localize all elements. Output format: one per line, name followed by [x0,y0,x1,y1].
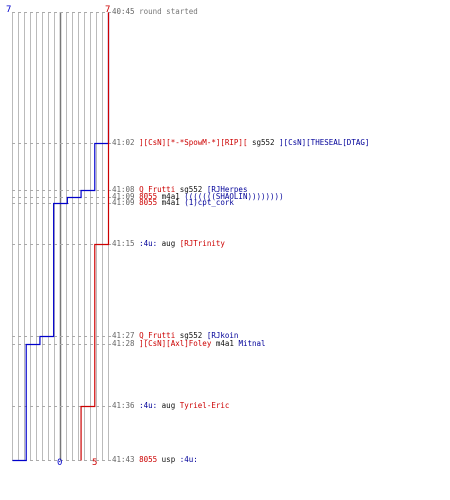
event-weapon: aug [157,401,180,410]
event-player: :4u: [139,239,158,248]
event-player: 8055 [139,198,158,207]
event-weapon: sg552 [175,185,207,194]
event-weapon: m4a1 [157,198,185,207]
event-player: ][CsN][*-*SpowM-*][RIP][ [139,138,248,147]
event-weapon: aug [157,239,180,248]
event-player: Q_Frutti [139,185,176,194]
blue-start-score: 7 [6,5,12,15]
blue-end-score: 0 [57,458,63,468]
event-row: 41:15 :4u: aug [RJTrinity [112,239,225,249]
event-time: 41:43 [112,455,140,464]
event-time: 40:45 [112,7,140,16]
event-time: 41:02 [112,138,140,147]
event-player: (((((((SHAOLIN)))))))) [184,192,284,201]
red-team-score-line [80,12,110,461]
event-player: 8055 [139,192,158,201]
red-start-score: 7 [105,5,111,15]
grid-lines [12,12,109,460]
event-weapon: usp [157,455,180,464]
event-player: (1)cpt_cork [184,198,234,207]
event-player: [RJHerpes [206,185,248,194]
event-row: 41:43 8055 usp :4u: [112,455,198,465]
event-time: 41:36 [112,401,140,410]
event-player: :4u: [139,401,158,410]
event-player: [RJkoin [206,331,239,340]
event-player: Mitnal [238,339,266,348]
event-weapon: sg552 [247,138,280,147]
event-player: Tyriel-Eric [179,401,230,410]
blue-team-score-line [12,12,110,462]
event-row: 41:28 ][CsN][Axl]Foley m4a1 Mitnal [112,339,266,349]
event-time: 41:15 [112,239,140,248]
event-player: 8055 [139,455,158,464]
event-player: round started [139,7,198,16]
event-time: 41:08 [112,185,140,194]
event-player: ][CsN][THESEAL[DTAG] [279,138,370,147]
event-row: 41:09 8055 m4a1 (1)cpt_cork [112,198,234,208]
event-row: 41:36 :4u: aug Tyriel-Eric [112,401,229,411]
event-row: 41:09 8055 m4a1 (((((((SHAOLIN)))))))) [112,192,284,202]
event-player: :4u: [179,455,198,464]
event-time: 41:27 [112,331,140,340]
event-weapon: m4a1 [157,192,185,201]
event-row: 41:08 Q_Frutti sg552 [RJHerpes [112,185,247,195]
event-row: 41:27 Q_Frutti sg552 [RJkoin [112,331,238,341]
event-time: 41:28 [112,339,140,348]
event-weapon: sg552 [175,331,207,340]
event-player: [RJTrinity [179,239,225,248]
event-weapon: m4a1 [211,339,239,348]
event-row: 41:02 ][CsN][*-*SpowM-*][RIP][ sg552 ][C… [112,138,369,148]
event-time: 41:09 [112,198,140,207]
event-time: 41:09 [112,192,140,201]
red-end-score: 5 [92,458,98,468]
event-player: Q_Frutti [139,331,176,340]
score-series [12,12,110,462]
event-row: 40:45 round started [112,7,198,17]
event-player: ][CsN][Axl]Foley [139,339,212,348]
